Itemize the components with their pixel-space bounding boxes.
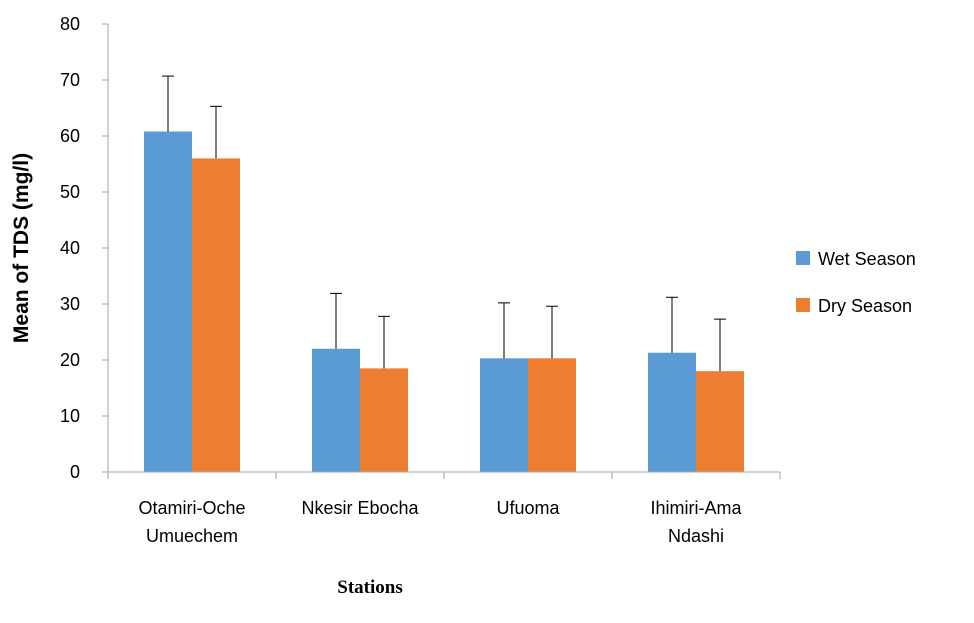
legend-swatch xyxy=(796,251,810,265)
y-tick-label: 50 xyxy=(60,182,80,202)
bar-dry-season xyxy=(192,158,240,472)
y-tick-label: 30 xyxy=(60,294,80,314)
legend-label: Wet Season xyxy=(818,249,916,269)
x-axis-ticks xyxy=(107,472,781,479)
y-tick-label: 40 xyxy=(60,238,80,258)
bars xyxy=(144,131,744,472)
y-tick-label: 60 xyxy=(60,126,80,146)
x-axis-title: Stations xyxy=(337,577,402,598)
bar-wet-season xyxy=(312,348,360,472)
category-label-line: Nkesir Ebocha xyxy=(301,498,419,518)
error-bars xyxy=(162,75,726,372)
y-tick-label: 80 xyxy=(60,14,80,34)
category-label-line: Umuechem xyxy=(146,526,238,546)
y-tick-label: 10 xyxy=(60,406,80,426)
category-label-line: Ufuoma xyxy=(496,498,560,518)
bar-dry-season xyxy=(696,371,744,472)
bar-wet-season xyxy=(648,352,696,472)
y-tick-label: 70 xyxy=(60,70,80,90)
category-labels: Otamiri-Oche Umuechem Nkesir Ebocha Ufuoma I… xyxy=(138,498,742,546)
bar-wet-season xyxy=(144,131,192,472)
bar-dry-season xyxy=(360,368,408,472)
bar-wet-season xyxy=(480,358,528,472)
category-label: Ufuoma xyxy=(496,498,560,518)
category-label-line: Ihimiri-Ama xyxy=(650,498,742,518)
y-tick-label: 20 xyxy=(60,350,80,370)
bar-dry-season xyxy=(528,358,576,472)
legend: Wet Season Dry Season xyxy=(796,249,916,316)
category-label-line: Ndashi xyxy=(668,526,724,546)
legend-swatch xyxy=(796,298,810,312)
y-axis-ticks: 0 10 20 30 40 50 60 70 80 xyxy=(60,14,109,482)
legend-label: Dry Season xyxy=(818,296,912,316)
y-axis-title: Mean of TDS (mg/l) xyxy=(10,153,33,343)
category-label-line: Otamiri-Oche xyxy=(138,498,245,518)
category-label: Otamiri-Oche Umuechem xyxy=(138,498,245,546)
category-label: Nkesir Ebocha xyxy=(301,498,419,518)
y-tick-label: 0 xyxy=(70,462,80,482)
category-label: Ihimiri-Ama Ndashi xyxy=(650,498,742,546)
